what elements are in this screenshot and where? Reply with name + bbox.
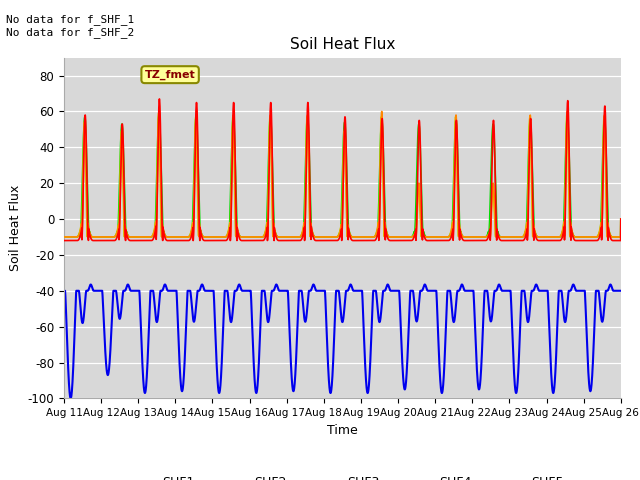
Legend: SHF1, SHF2, SHF3, SHF4, SHF5: SHF1, SHF2, SHF3, SHF4, SHF5 [116, 471, 569, 480]
X-axis label: Time: Time [327, 424, 358, 437]
Text: TZ_fmet: TZ_fmet [145, 70, 195, 80]
Text: No data for f_SHF_1
No data for f_SHF_2: No data for f_SHF_1 No data for f_SHF_2 [6, 14, 134, 38]
Title: Soil Heat Flux: Soil Heat Flux [290, 37, 395, 52]
Y-axis label: Soil Heat Flux: Soil Heat Flux [9, 185, 22, 271]
